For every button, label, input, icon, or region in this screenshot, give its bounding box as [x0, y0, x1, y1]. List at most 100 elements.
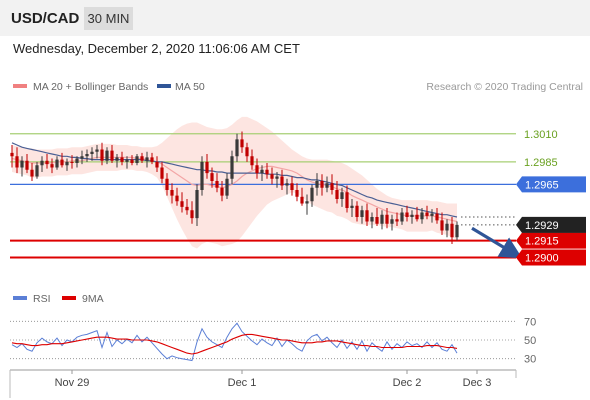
candle: [355, 201, 359, 222]
candle: [115, 154, 119, 168]
candle-body: [400, 212, 404, 222]
candle: [435, 208, 439, 224]
candle: [40, 156, 44, 172]
ma50-line: [11, 142, 458, 218]
candle-body: [210, 173, 214, 181]
candle: [65, 158, 69, 171]
candle: [145, 151, 149, 168]
timeframe-button[interactable]: 30 MIN: [84, 7, 133, 30]
candle-body: [55, 159, 59, 168]
candle-body: [450, 223, 454, 238]
candle: [105, 147, 109, 165]
level-label-1.2985: 1.2985: [524, 157, 558, 169]
candle-body: [415, 214, 419, 220]
ma20-line: [11, 156, 458, 223]
candle-body: [455, 224, 459, 238]
candle-body: [330, 183, 334, 190]
level-label-1.2915: 1.2915: [525, 236, 559, 248]
candle: [185, 199, 189, 215]
candle: [275, 172, 279, 188]
candle-body: [395, 219, 399, 222]
level-label-1.3010: 1.3010: [524, 129, 558, 141]
candle-body: [235, 139, 239, 157]
candle-body: [195, 190, 199, 219]
candle: [235, 133, 239, 162]
candle-body: [420, 212, 424, 220]
candle: [270, 167, 274, 185]
ma9-legend-label: 9MA: [82, 293, 104, 305]
candle-body: [295, 190, 299, 197]
candle: [360, 205, 364, 224]
candle-body: [125, 159, 129, 162]
level-lines: [10, 133, 516, 259]
candle-body: [300, 196, 304, 204]
candle: [80, 150, 84, 165]
ma50-legend-label: MA 50: [175, 81, 205, 93]
candle: [15, 147, 19, 174]
candle-body: [100, 149, 104, 161]
candle: [280, 169, 284, 190]
time-tick-label-dec-1: Dec 1: [228, 377, 257, 389]
candle: [375, 208, 379, 226]
candle-body: [260, 169, 264, 174]
candle-body: [155, 161, 159, 168]
rsi-tick-30: 30: [524, 354, 536, 366]
candle-body: [15, 156, 19, 168]
candle: [205, 154, 209, 179]
ma50-legend-swatch: [157, 84, 171, 88]
candles: [10, 131, 459, 244]
candle: [85, 149, 89, 162]
candle-body: [215, 181, 219, 188]
candle-body: [280, 176, 284, 186]
candle: [90, 147, 94, 161]
candle: [295, 183, 299, 202]
candle-body: [245, 147, 249, 157]
candle-body: [105, 150, 109, 161]
candle-body: [250, 156, 254, 166]
candle-body: [425, 212, 429, 216]
candle: [155, 156, 159, 172]
candle: [240, 131, 244, 153]
bollinger-band-area: [12, 116, 457, 249]
candle: [175, 187, 179, 206]
candle: [10, 145, 14, 168]
candle: [30, 163, 34, 181]
candle-body: [150, 157, 154, 162]
candle: [160, 161, 164, 184]
candle: [60, 152, 64, 168]
candle-body: [370, 217, 374, 222]
candle: [345, 185, 349, 213]
candle-body: [80, 156, 84, 159]
candle: [25, 154, 29, 174]
candle-body: [60, 159, 64, 166]
candle: [340, 187, 344, 207]
candle-body: [65, 161, 69, 166]
candle: [285, 178, 289, 195]
candle-body: [270, 174, 274, 179]
candle: [70, 155, 74, 169]
candle: [410, 210, 414, 224]
level-label-1.2900: 1.2900: [525, 253, 559, 265]
candle-body: [335, 190, 339, 199]
candle-body: [275, 176, 279, 179]
candle: [55, 156, 59, 170]
level-tag-1.2965: [516, 176, 586, 193]
candle: [230, 150, 234, 185]
candle: [140, 152, 144, 163]
candle-body: [240, 139, 244, 148]
candle: [150, 152, 154, 165]
rsi-tick-70: 70: [524, 316, 536, 328]
time-tick-label-dec-3: Dec 3: [463, 377, 492, 389]
candle: [210, 167, 214, 188]
candle: [195, 184, 199, 226]
candle: [250, 149, 254, 170]
candle-body: [290, 183, 294, 190]
candle-body: [375, 217, 379, 224]
candle: [255, 158, 259, 179]
candle: [350, 199, 354, 217]
candle: [100, 142, 104, 166]
candle-body: [405, 212, 409, 217]
candle-body: [180, 201, 184, 207]
candle: [405, 205, 409, 222]
